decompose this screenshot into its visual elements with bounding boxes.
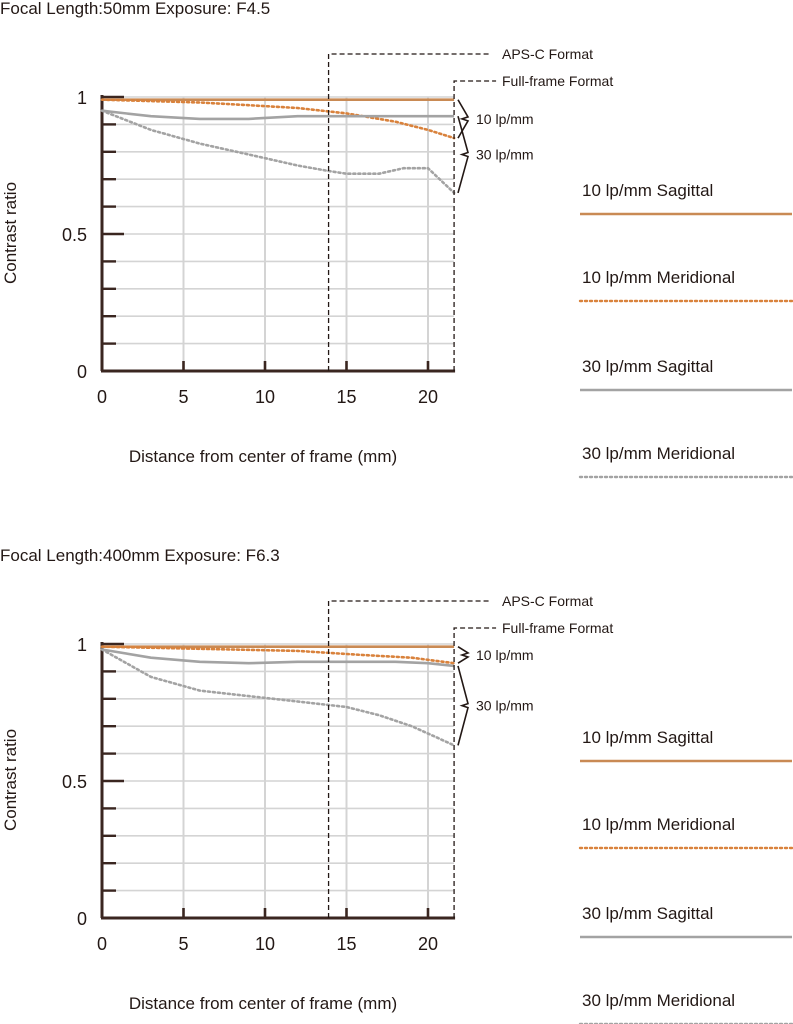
group-label-10lpmm: 10 lp/mm	[476, 647, 534, 663]
legend-label: 10 lp/mm Sagittal	[582, 728, 713, 747]
group-label-30lpmm: 30 lp/mm	[476, 698, 534, 714]
series-line	[101, 109, 455, 121]
brace-30lpmm	[457, 665, 469, 746]
series-line	[100, 648, 456, 747]
fullframe-boundary-line	[453, 627, 497, 918]
x-tick-label: 0	[97, 934, 107, 954]
x-tick-label: 15	[336, 934, 356, 954]
group-label-10lpmm: 10 lp/mm	[476, 111, 534, 127]
series-line	[101, 648, 455, 668]
series-line	[100, 98, 456, 140]
legend-label: 10 lp/mm Sagittal	[582, 181, 713, 200]
legend-label: 30 lp/mm Meridional	[582, 991, 735, 1010]
x-tick-label: 10	[255, 934, 275, 954]
apsc-format-label: APS-C Format	[502, 46, 593, 62]
apsc-boundary-line	[327, 53, 489, 371]
x-axis-label: Distance from center of frame (mm)	[129, 447, 397, 466]
y-tick-label: 0.5	[62, 225, 87, 245]
x-tick-label: 0	[97, 387, 107, 407]
x-tick-label: 20	[418, 934, 438, 954]
x-tick-label: 10	[255, 387, 275, 407]
y-tick-label: 1	[77, 635, 87, 655]
y-axis-label: Contrast ratio	[1, 182, 20, 284]
legend-label: 30 lp/mm Sagittal	[582, 904, 713, 923]
y-tick-label: 0.5	[62, 772, 87, 792]
x-tick-label: 20	[418, 387, 438, 407]
series-line	[100, 645, 456, 665]
apsc-format-label: APS-C Format	[502, 593, 593, 609]
chart-title: Focal Length:50mm Exposure: F4.5	[0, 0, 270, 18]
x-tick-label: 15	[336, 387, 356, 407]
brace-10lpmm	[457, 646, 470, 664]
x-tick-label: 5	[178, 387, 188, 407]
fullframe-format-label: Full-frame Format	[502, 620, 613, 636]
x-axis-label: Distance from center of frame (mm)	[129, 994, 397, 1013]
y-axis-label: Contrast ratio	[1, 729, 20, 831]
group-label-30lpmm: 30 lp/mm	[476, 147, 534, 163]
chart-panel-1: Focal Length:50mm Exposure: F4.500.510 5 1…	[0, 0, 793, 479]
apsc-boundary-line	[327, 600, 489, 918]
legend-label: 30 lp/mm Meridional	[582, 444, 735, 463]
fullframe-format-label: Full-frame Format	[502, 73, 613, 89]
y-tick-label: 0	[77, 909, 87, 929]
y-tick-label: 0	[77, 362, 87, 382]
fullframe-boundary-line	[453, 80, 497, 371]
brace-10lpmm	[457, 99, 470, 139]
legend-label: 10 lp/mm Meridional	[582, 268, 735, 287]
chart-panel-2: Focal Length:400mm Exposure: F6.300.510 5…	[0, 546, 793, 1024]
chart-title: Focal Length:400mm Exposure: F6.3	[0, 546, 280, 565]
legend-label: 10 lp/mm Meridional	[582, 815, 735, 834]
legend-label: 30 lp/mm Sagittal	[582, 357, 713, 376]
y-tick-label: 1	[77, 88, 87, 108]
x-tick-label: 5	[178, 934, 188, 954]
brace-30lpmm	[457, 115, 469, 194]
